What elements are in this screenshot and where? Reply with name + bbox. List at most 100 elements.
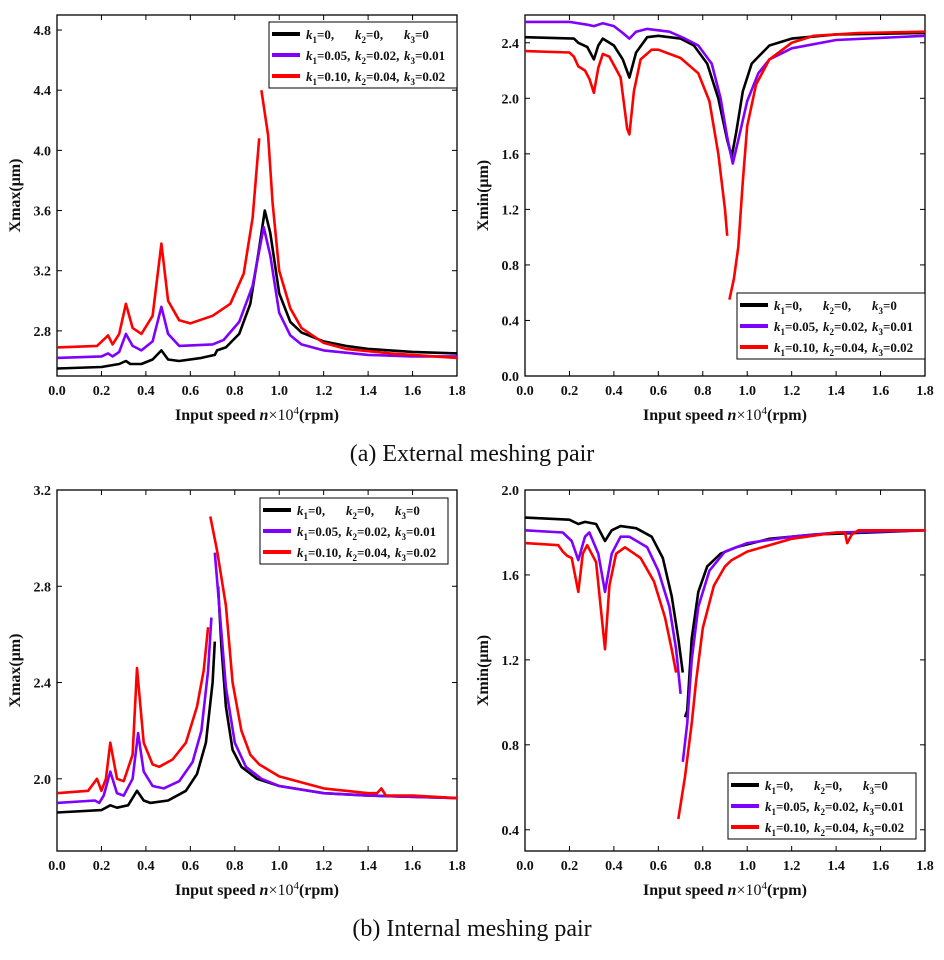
x-tick-label: 0.2 <box>93 384 111 399</box>
y-tick-label: 0.8 <box>502 259 520 274</box>
legend-label-3: k1=0.10, k2=0.04, k3=0.02 <box>774 340 913 358</box>
plot-frame <box>524 489 926 852</box>
legend-label-2: k1=0.05, k2=0.02, k3=0.01 <box>306 48 445 66</box>
x-tick-label: 0.8 <box>226 384 244 399</box>
x-tick-label: 0.4 <box>605 859 623 874</box>
x-tick-label: 1.8 <box>448 859 466 874</box>
series-line-2 <box>681 529 925 762</box>
x-tick-label: 1.0 <box>270 859 288 874</box>
y-tick-label: 3.6 <box>34 205 52 220</box>
legend-label-3: k1=0.10, k2=0.04, k3=0.02 <box>297 545 436 563</box>
y-tick-label: 0.0 <box>502 370 520 385</box>
y-tick-label: 1.6 <box>502 148 520 163</box>
x-axis-label: Input speed n×104(rpm) <box>643 405 807 424</box>
series-line-3 <box>525 541 678 673</box>
y-tick-label: 2.4 <box>502 37 520 52</box>
x-tick-label: 1.0 <box>738 384 756 399</box>
x-tick-label: 0.6 <box>650 384 668 399</box>
x-tick-label: 1.0 <box>738 859 756 874</box>
y-tick-label: 2.0 <box>34 773 52 788</box>
x-axis-label: Input speed n×104(rpm) <box>643 880 807 899</box>
series-line-1 <box>57 641 217 814</box>
legend-label-1: k1=0, k2=0, k3=0 <box>774 298 897 316</box>
y-tick-label: 4.0 <box>34 144 52 159</box>
series-line-1 <box>57 209 457 370</box>
series-line-1 <box>525 31 925 158</box>
caption-external-meshing-pair: (a) External meshing pair <box>349 441 595 467</box>
series-group <box>525 20 925 300</box>
series-line-2 <box>57 225 457 360</box>
y-tick-label: 1.6 <box>502 569 520 584</box>
y-tick-label: 0.4 <box>502 314 520 329</box>
x-tick-label: 1.4 <box>359 384 377 399</box>
x-tick-label: 0.8 <box>694 384 712 399</box>
plot-frame <box>524 14 926 377</box>
chart-panel-b-xmax: 0.0 0.2 0.4 0.6 0.8 1.0 1.2 1.4 1.6 1.8 2.0 2.4 2.8 3… <box>7 484 466 899</box>
legend-label-3: k1=0.10, k2=0.04, k3=0.02 <box>765 820 904 838</box>
series-line-1 <box>525 516 685 673</box>
x-tick-label: 1.6 <box>872 384 890 399</box>
chart-panel-a-xmax: 0.0 0.2 0.4 0.6 0.8 1.0 1.2 1.4 1.6 1.8 2.8 3.2 3.6 4… <box>7 14 466 424</box>
legend: k1=0, k2=0, k3=0 k1=0.05, k2=0.02, k3=0.01 k… <box>736 292 926 360</box>
x-tick-label: 1.2 <box>783 384 801 399</box>
x-tick-label: 1.6 <box>872 859 890 874</box>
y-tick-label: 2.4 <box>34 677 52 692</box>
x-tick-label: 1.8 <box>448 384 466 399</box>
y-tick-label: 4.4 <box>34 84 52 99</box>
x-tick-label: 1.4 <box>827 859 845 874</box>
chart-panel-a-xmin: 0.0 0.2 0.4 0.6 0.8 1.0 1.2 1.4 1.6 1.8 0.0 0.4 0.8 1… <box>475 14 934 424</box>
series-group <box>525 516 925 820</box>
x-tick-label: 0.6 <box>650 859 668 874</box>
x-tick-label: 1.2 <box>315 859 333 874</box>
x-axis-label: Input speed n×104(rpm) <box>175 880 339 899</box>
y-axis-label: Xmin(μm) <box>475 160 492 231</box>
y-tick-label: 2.8 <box>34 325 52 340</box>
x-tick-label: 0.2 <box>93 859 111 874</box>
x-tick-label: 0.2 <box>561 859 579 874</box>
x-tick-label: 0.0 <box>516 859 534 874</box>
legend-label-1: k1=0, k2=0, k3=0 <box>297 503 420 521</box>
legend: k1=0, k2=0, k3=0 k1=0.05, k2=0.02, k3=0.01 k… <box>259 497 449 565</box>
y-tick-label: 0.4 <box>502 824 520 839</box>
y-tick-label: 1.2 <box>502 654 520 669</box>
x-tick-label: 0.0 <box>516 384 534 399</box>
series-line-2 <box>525 529 682 695</box>
x-tick-label: 1.6 <box>404 859 422 874</box>
y-tick-label: 4.8 <box>34 24 52 39</box>
x-tick-label: 1.2 <box>783 859 801 874</box>
y-tick-label: 1.2 <box>502 203 520 218</box>
y-tick-label: 3.2 <box>34 265 52 280</box>
legend-box <box>268 21 458 89</box>
y-tick-label: 2.0 <box>502 92 520 107</box>
x-tick-label: 0.4 <box>137 859 155 874</box>
legend: k1=0, k2=0, k3=0 k1=0.05, k2=0.02, k3=0.01 k… <box>268 21 458 89</box>
series-group <box>57 516 457 814</box>
series-line-3 <box>260 90 457 360</box>
x-tick-label: 0.4 <box>137 384 155 399</box>
x-tick-label: 0.2 <box>561 384 579 399</box>
x-tick-label: 1.4 <box>359 859 377 874</box>
series-line-2 <box>57 617 213 805</box>
legend-label-2: k1=0.05, k2=0.02, k3=0.01 <box>297 524 436 542</box>
x-tick-label: 0.0 <box>48 384 66 399</box>
plot-frame <box>56 489 458 852</box>
x-tick-label: 1.4 <box>827 384 845 399</box>
series-line-3 <box>57 627 210 795</box>
x-tick-label: 0.4 <box>605 384 623 399</box>
series-line-3 <box>525 48 729 236</box>
y-axis-label: Xmax(μm) <box>7 159 24 233</box>
series-line-3 <box>677 529 925 820</box>
legend-box <box>727 772 917 840</box>
y-axis-label: Xmin(μm) <box>475 635 492 706</box>
x-tick-label: 0.6 <box>182 384 200 399</box>
legend-box <box>259 497 449 565</box>
y-tick-label: 2.8 <box>34 580 52 595</box>
legend-label-1: k1=0, k2=0, k3=0 <box>306 27 429 45</box>
legend-label-2: k1=0.05, k2=0.02, k3=0.01 <box>765 799 904 817</box>
caption-internal-meshing-pair: (b) Internal meshing pair <box>352 916 592 942</box>
series-line-2 <box>213 552 457 800</box>
series-line-1 <box>216 586 457 800</box>
x-tick-label: 1.0 <box>270 384 288 399</box>
plot-frame <box>56 14 458 377</box>
